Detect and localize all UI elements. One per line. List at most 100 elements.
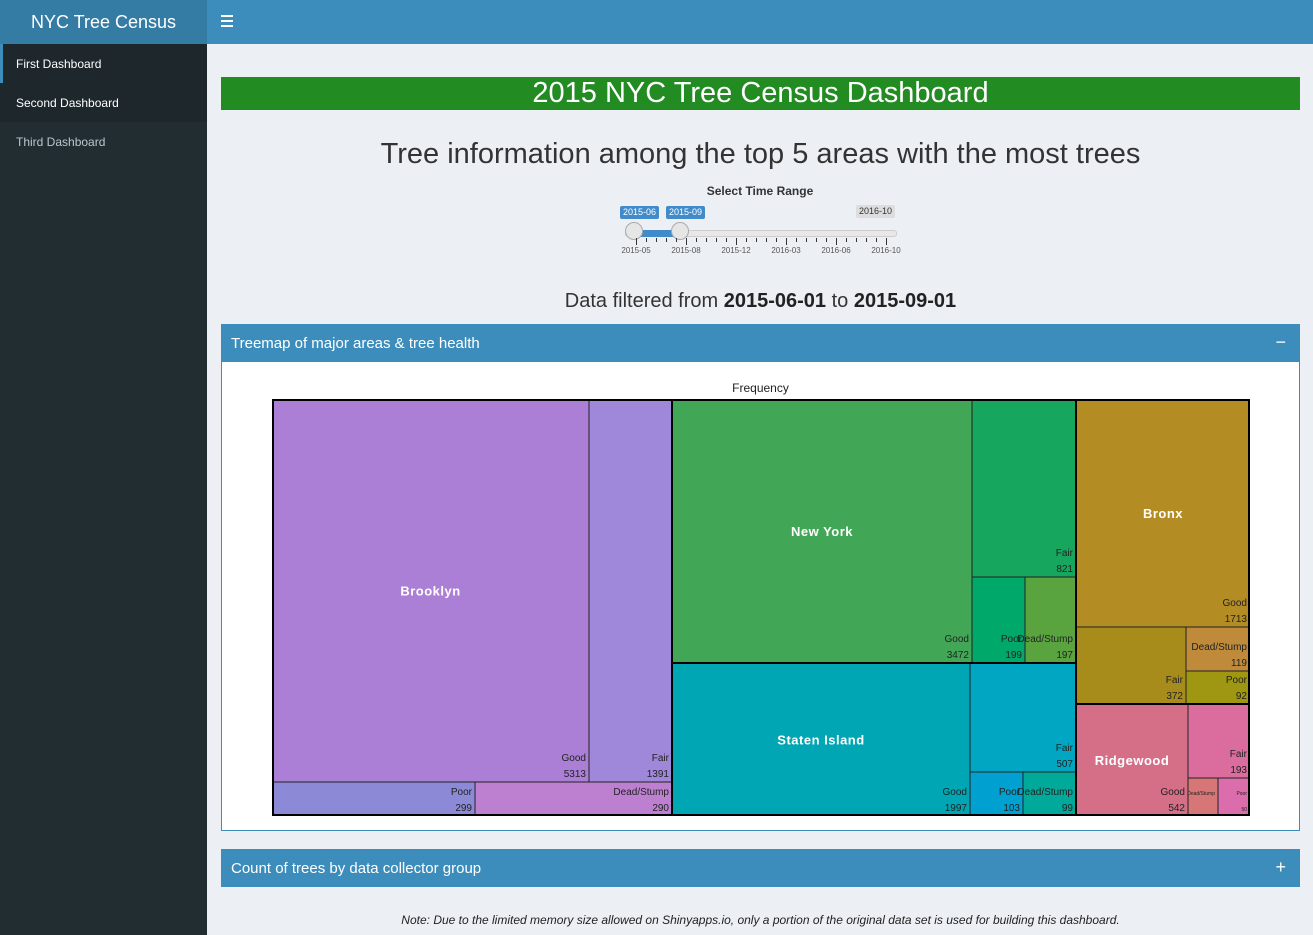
slider-tick	[736, 238, 737, 245]
treemap-cell	[1217, 777, 1250, 816]
treemap-cell-value: 199	[1005, 650, 1022, 661]
slider-tick	[696, 238, 697, 242]
slider-tick	[706, 238, 707, 242]
app-logo[interactable]: NYC Tree Census	[0, 0, 207, 44]
treemap-cell-label: Dead/Stump	[1017, 634, 1073, 645]
slider-tick	[806, 238, 807, 242]
treemap-cell-value: 3472	[947, 650, 970, 661]
slider-tick	[656, 238, 657, 242]
treemap-cell	[1075, 626, 1187, 705]
treemap-cell-value: 1713	[1225, 614, 1248, 625]
treemap-cell-label: Fair	[1166, 675, 1184, 686]
treemap-cell-label: Fair	[1230, 749, 1248, 760]
treemap-cell-label: Fair	[1056, 548, 1074, 559]
sidebar-item-first-dashboard[interactable]: First Dashboard	[0, 44, 207, 83]
treemap-cell-value: 92	[1236, 691, 1248, 702]
treemap-cell-label: Good	[945, 634, 969, 645]
treemap-cell-value: 372	[1166, 691, 1183, 702]
top-navbar	[207, 0, 1313, 44]
treemap-outer-border	[272, 399, 1250, 816]
slider-tick	[886, 238, 887, 245]
treemap-cell-label: Good	[1161, 787, 1185, 798]
filter-summary: Data filtered from 2015-06-01 to 2015-09…	[221, 290, 1300, 313]
page-title: 2015 NYC Tree Census Dashboard	[221, 77, 1300, 110]
sidebar-item-label: Third Dashboard	[16, 134, 106, 149]
treemap-group-label: Ridgewood	[1095, 753, 1170, 768]
treemap-box-header: Treemap of major areas & tree health −	[221, 324, 1300, 362]
treemap-cell-value: 290	[652, 803, 669, 814]
slider-range-fill	[634, 230, 680, 237]
treemap-cell-label: Poor	[451, 787, 473, 798]
slider-tick-label: 2016-10	[871, 246, 901, 255]
treemap-cell-label: Dead/Stump	[1187, 791, 1215, 797]
slider-tick	[866, 238, 867, 242]
filter-from-date: 2015-06-01	[723, 290, 827, 312]
time-range-slider[interactable]: 2015-06 2015-09 2016-10 2015-05 2015-08 20…	[618, 200, 908, 260]
slider-tick	[756, 238, 757, 242]
slider-tick	[716, 238, 717, 242]
treemap-cell	[971, 576, 1026, 664]
slider-tick	[766, 238, 767, 242]
sidebar-item-second-dashboard[interactable]: Second Dashboard	[0, 83, 207, 122]
slider-tick-label: 2015-05	[621, 246, 651, 255]
collapse-icon[interactable]: −	[1275, 332, 1286, 352]
filter-to-date: 2015-09-01	[853, 290, 957, 312]
treemap-group-label: Staten Island	[777, 733, 864, 748]
slider-label: Select Time Range	[706, 184, 814, 198]
slider-tick-label: 2015-08	[671, 246, 701, 255]
treemap-cell-label: Dead/Stump	[1017, 787, 1073, 798]
filter-joiner: to	[831, 290, 849, 312]
slider-tick	[776, 238, 777, 242]
treemap-cell-label: Dead/Stump	[613, 787, 669, 798]
treemap-cell	[588, 399, 673, 783]
treemap-cell-label: Good	[943, 787, 967, 798]
footnote: Note: Due to the limited memory size all…	[401, 913, 1120, 927]
treemap-cell-value: 542	[1168, 803, 1185, 814]
sidebar: First Dashboard Second Dashboard Third D…	[0, 44, 207, 935]
slider-tick	[826, 238, 827, 242]
slider-tick	[816, 238, 817, 242]
sidebar-item-third-dashboard[interactable]: Third Dashboard	[0, 122, 207, 161]
slider-from-handle[interactable]	[625, 222, 644, 240]
expand-icon[interactable]: +	[1275, 857, 1286, 877]
treemap-cell	[1024, 576, 1077, 664]
treemap-box-title: Treemap of major areas & tree health	[231, 334, 480, 352]
sidebar-item-label: Second Dashboard	[16, 95, 119, 110]
treemap-cell	[272, 781, 476, 816]
treemap-cell-value: 299	[455, 803, 472, 814]
slider-from-badge: 2015-06	[620, 206, 660, 219]
treemap-cell	[474, 781, 673, 816]
treemap-cell-label: Poor	[999, 787, 1021, 798]
treemap-cell	[1187, 777, 1219, 816]
slider-to-handle[interactable]	[671, 222, 689, 240]
treemap-cell-label: Good	[1223, 598, 1247, 609]
slider-tick	[876, 238, 877, 242]
treemap-cell-value: 119	[1231, 658, 1247, 669]
page-subtitle: Tree information among the top 5 areas w…	[380, 138, 1141, 170]
treemap-cell-label: Fair	[652, 753, 670, 764]
treemap-cell	[969, 771, 1024, 816]
slider-tick	[856, 238, 857, 242]
slider-tick	[746, 238, 747, 242]
treemap-cell-value: 103	[1003, 803, 1020, 814]
treemap-cell	[969, 662, 1077, 773]
slider-tick	[636, 238, 637, 245]
treemap-group-border	[1075, 703, 1250, 816]
treemap-cell-value: 821	[1056, 564, 1073, 575]
treemap-cell-label: Poor	[1226, 675, 1248, 686]
treemap-cell-label: Dead/Stump	[1191, 642, 1247, 653]
slider-tick-label: 2015-12	[721, 246, 751, 255]
treemap-cell-value: 50	[1241, 807, 1247, 813]
treemap-cell-value: 5313	[564, 769, 587, 780]
treemap-cell-label: Good	[562, 753, 586, 764]
slider-tick-label: 2016-06	[821, 246, 851, 255]
slider-tick	[676, 238, 677, 242]
slider-tick	[666, 238, 667, 242]
slider-tick	[686, 238, 687, 245]
sidebar-toggle-icon[interactable]	[221, 13, 233, 31]
treemap-cell	[671, 399, 973, 664]
treemap-chart: Good 5313 Fair 1391 Poor 299 Dead/Stump 290 Broo…	[272, 399, 1250, 816]
filter-prefix: Data filtered from	[564, 290, 719, 312]
slider-tick-label: 2016-03	[771, 246, 801, 255]
treemap-group-label: Bronx	[1143, 506, 1183, 521]
